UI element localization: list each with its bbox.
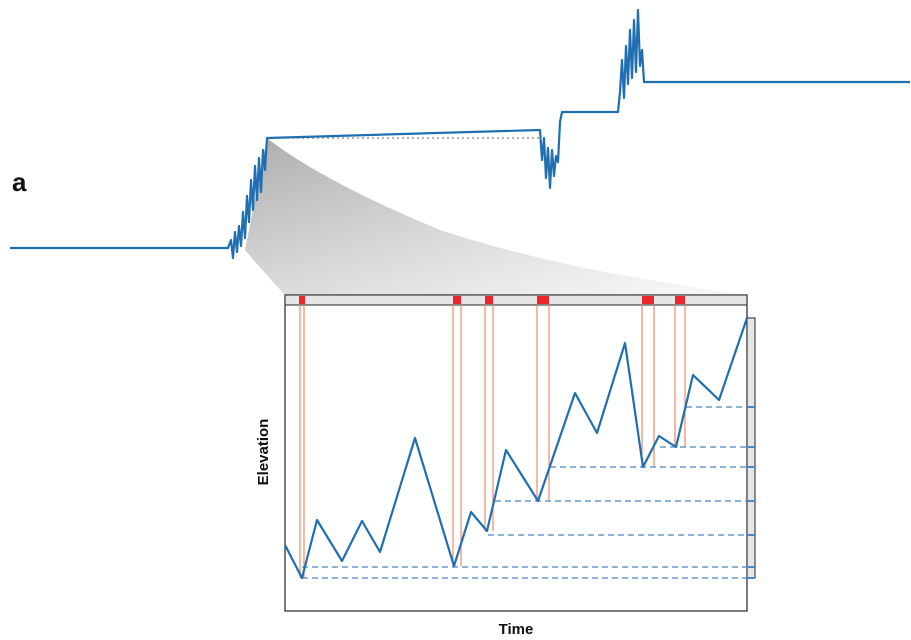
- event-marker: [537, 296, 549, 304]
- event-marker: [675, 296, 685, 304]
- event-band: [284, 294, 748, 306]
- event-marker: [299, 296, 305, 304]
- zoom-cone: [245, 138, 748, 295]
- level-ticks: [747, 406, 755, 579]
- panel-label-a: a: [12, 167, 27, 197]
- y-axis-title: Elevation: [255, 419, 272, 486]
- elevation-trace-b: [284, 317, 749, 580]
- event-marker: [453, 296, 461, 304]
- panel-b-frame: [284, 294, 748, 612]
- x-axis-title: Time: [499, 621, 534, 638]
- dashed-levels: [302, 406, 747, 579]
- event-marker: [485, 296, 493, 304]
- elevation-trace-a: [10, 8, 910, 260]
- event-marker: [642, 296, 654, 304]
- event-markers: [299, 296, 685, 304]
